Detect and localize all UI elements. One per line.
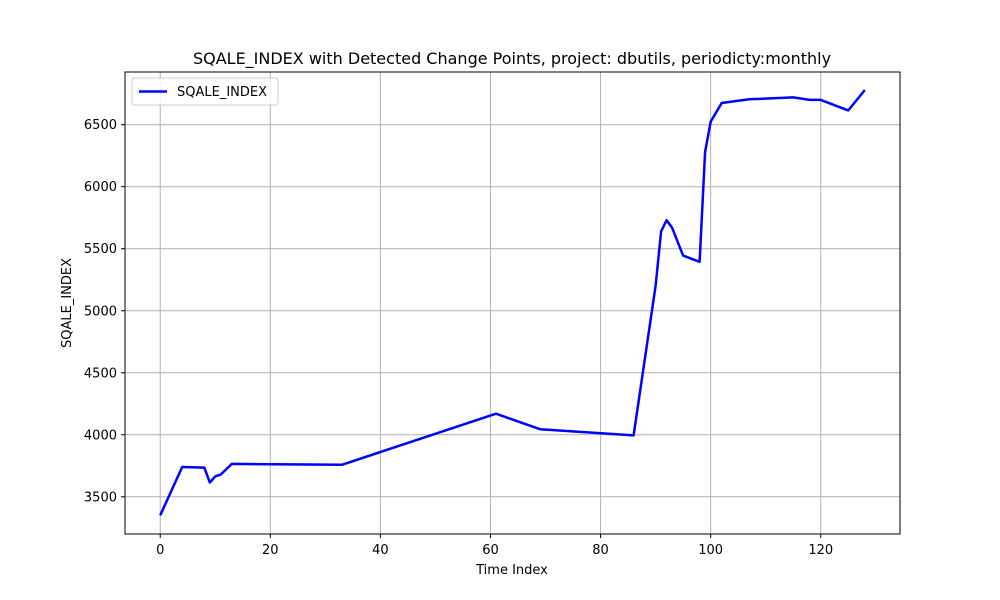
legend: SQALE_INDEX [131,77,279,106]
x-tick-label: 60 [482,543,499,558]
y-axis-label: SQALE_INDEX [60,258,75,348]
chart-title: SQALE_INDEX with Detected Change Points,… [193,49,831,69]
x-axis-ticks: 0 20 40 60 80 100 120 [156,534,833,558]
plot-area [159,89,866,516]
x-axis-label: Time Index [475,563,548,578]
series-line-sqale-index [159,89,866,516]
x-tick-label: 40 [372,543,389,558]
x-tick-label: 100 [698,543,723,558]
y-axis-ticks: 3500 4000 4500 5000 5500 6000 6500 [84,118,125,505]
x-tick-label: 120 [808,543,833,558]
axes-frame [124,71,901,535]
legend-box [131,77,279,106]
y-tick-label: 6500 [84,118,117,133]
legend-label: SQALE_INDEX [177,85,267,100]
y-tick-label: 3500 [84,490,117,505]
y-tick-label: 4000 [84,428,117,443]
grid-lines [125,72,900,534]
x-tick-label: 80 [592,543,609,558]
y-tick-label: 5000 [84,304,117,319]
y-tick-label: 4500 [84,366,117,381]
x-tick-label: 0 [156,543,164,558]
y-tick-label: 5500 [84,242,117,257]
y-tick-label: 6000 [84,180,117,195]
x-tick-label: 20 [262,543,279,558]
